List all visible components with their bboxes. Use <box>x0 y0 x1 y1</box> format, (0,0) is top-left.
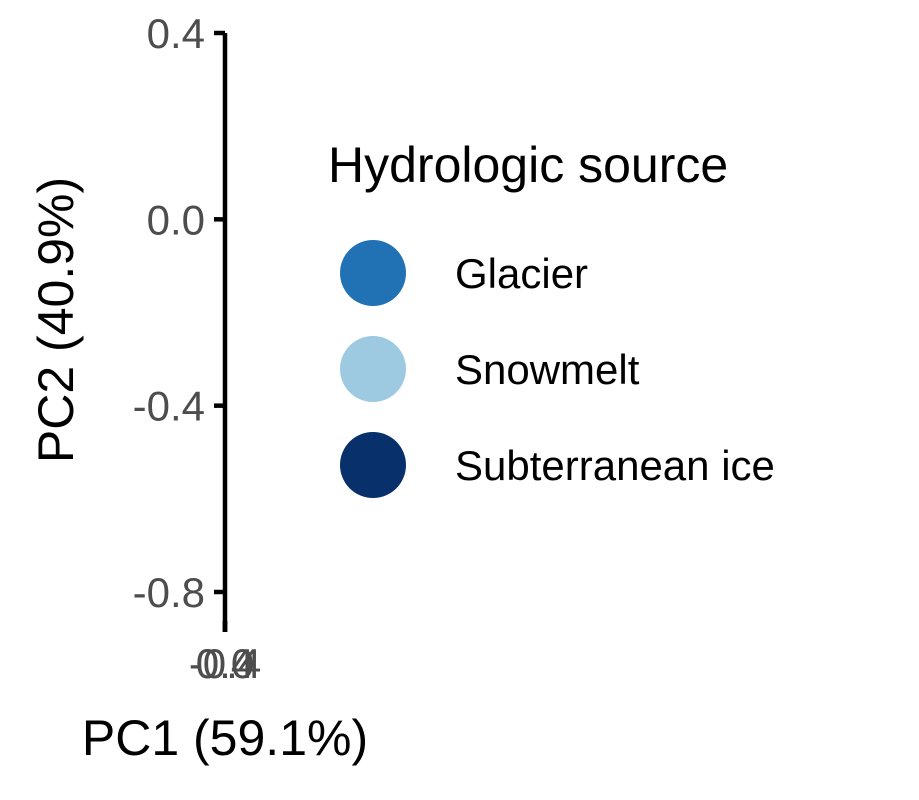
y-axis-title: PC2 (40.9%) <box>28 177 84 463</box>
legend-label: Snowmelt <box>455 346 640 393</box>
legend-label: Subterranean ice <box>455 442 775 489</box>
x-tick-label: 0.0 <box>196 640 254 687</box>
y-tick-label: -0.4 <box>133 383 205 430</box>
legend-label: Glacier <box>455 250 588 297</box>
x-tick-label: -0.4 <box>189 640 261 687</box>
y-tick-label: 0.4 <box>147 10 205 57</box>
x-tick-label: 0.4 <box>196 640 254 687</box>
legend-key <box>340 432 406 498</box>
legend-title: Hydrologic source <box>328 137 728 193</box>
x-axis-ticks: -0.40.00.4 <box>189 621 261 687</box>
y-axis: 0.4 0.0 -0.4 -0.8 <box>133 10 228 623</box>
y-axis-ticks: 0.4 0.0 -0.4 -0.8 <box>133 10 225 616</box>
legend-entries: Glacier Snowmelt Subterranean ice <box>340 240 775 498</box>
legend-key <box>340 336 406 402</box>
x-axis: -0.40.00.4 <box>189 618 261 687</box>
legend-key <box>340 240 406 306</box>
y-tick-label: -0.8 <box>133 569 205 616</box>
y-tick-label: 0.0 <box>147 196 205 243</box>
x-axis-title: PC1 (59.1%) <box>82 710 368 766</box>
legend: Hydrologic source Glacier Snowmelt Subterr… <box>328 137 775 498</box>
